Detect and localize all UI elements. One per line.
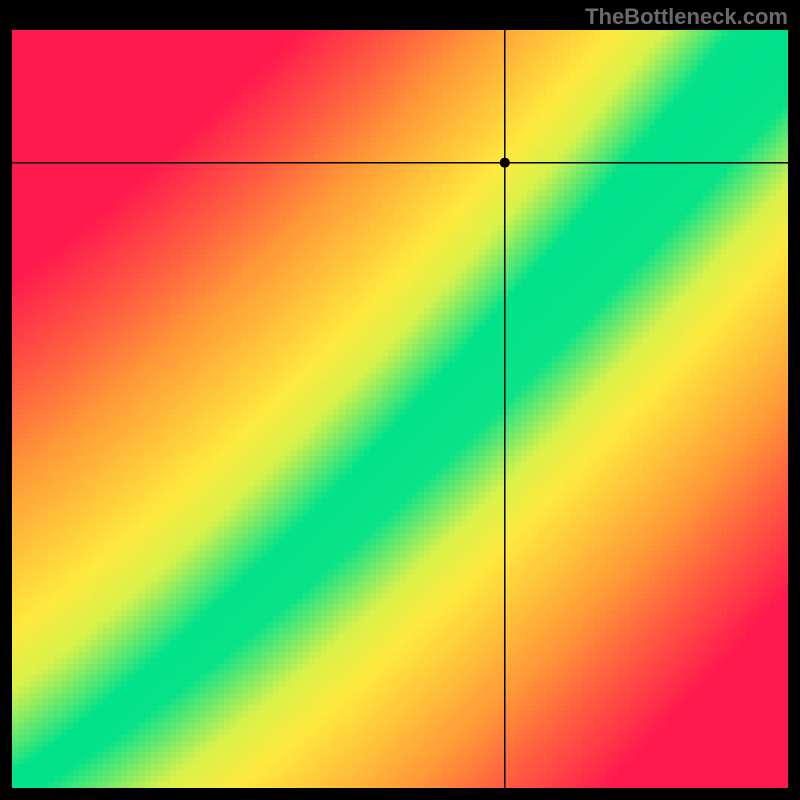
bottleneck-heatmap [12,30,788,788]
watermark-text: TheBottleneck.com [585,4,788,30]
chart-container: TheBottleneck.com [0,0,800,800]
